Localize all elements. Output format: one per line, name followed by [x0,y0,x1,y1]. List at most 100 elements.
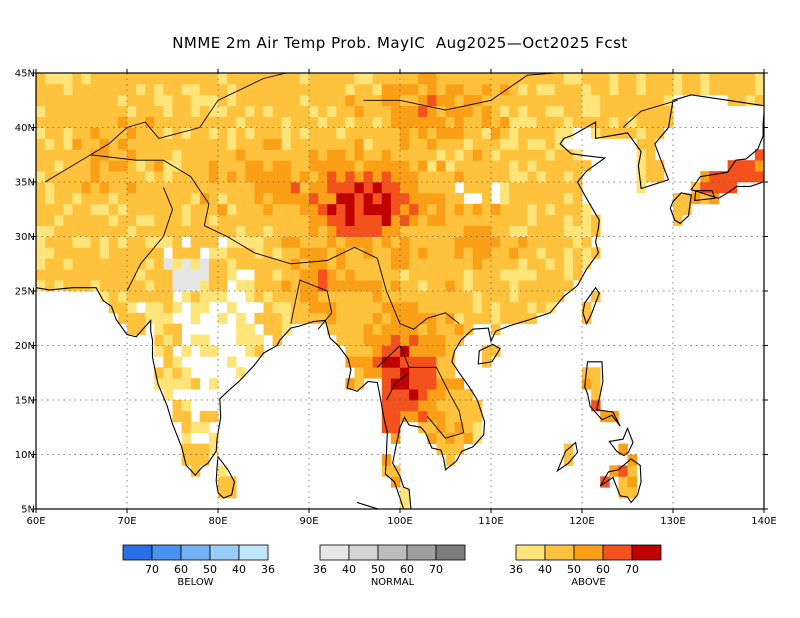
probability-cell [363,203,374,216]
probability-cell [254,269,264,281]
probability-cell [54,258,64,270]
probability-cell [572,269,583,281]
legend-swatch [122,544,153,561]
legend-number: 36 [313,563,327,576]
probability-cell [536,105,546,117]
probability-cell [127,116,137,128]
legend-swatch [544,544,575,561]
probability-cell [272,291,283,303]
probability-cell [281,182,292,194]
probability-cell [245,138,255,150]
probability-cell [381,116,392,128]
probability-cell [136,160,146,172]
probability-cell [381,367,392,379]
probability-cell [108,225,119,237]
probability-cell [172,334,182,346]
probability-cell [208,105,219,117]
probability-cell [427,73,437,85]
probability-cell [372,73,383,85]
probability-cell [600,94,610,107]
probability-cell [227,182,237,194]
probability-cell [463,280,474,292]
probability-cell [427,127,437,139]
probability-cell [299,127,310,139]
probability-cell [372,182,383,194]
probability-cell [99,269,110,281]
probability-cell [227,116,237,128]
probability-cell [199,410,210,423]
probability-cell [254,236,264,248]
probability-cell [418,312,428,325]
probability-cell [363,334,374,346]
probability-cell [63,192,73,205]
lat-tick-label: 25N [15,287,35,298]
probability-cell [81,73,91,85]
probability-cell [454,192,465,205]
probability-cell [236,171,246,183]
probability-cell [445,182,455,194]
probability-cell [199,127,210,139]
probability-cell [336,116,346,128]
lat-tick-label: 10N [15,450,35,461]
probability-cell [572,214,583,226]
probability-cell [136,83,146,96]
probability-cell [199,182,210,194]
probability-cell [327,138,337,150]
probability-cell [582,160,592,172]
probability-cell [45,225,55,237]
probability-cell [199,421,210,434]
probability-cell [554,225,565,237]
probability-cell [163,73,173,85]
probability-cell [436,378,446,390]
probability-cell [281,149,292,161]
probability-cell [309,182,319,194]
probability-cell [36,182,46,194]
probability-cell [299,171,310,183]
probability-cell [154,312,164,325]
probability-cell [254,334,264,346]
probability-cell [409,334,419,346]
probability-cell [181,127,192,139]
probability-cell [181,160,192,172]
probability-cell [454,214,465,226]
probability-cell [527,160,537,172]
probability-cell [354,83,364,96]
probability-cell [145,116,155,128]
probability-cell [199,73,210,85]
probability-cell [436,116,446,128]
probability-cell [54,203,64,216]
probability-cell [454,247,465,259]
probability-cell [636,149,647,161]
probability-cell [436,389,446,401]
probability-cell [609,116,619,128]
probability-cell [290,247,301,259]
probability-cell [390,182,401,194]
probability-cell [327,269,337,281]
probability-cell [545,73,556,85]
probability-cell [72,127,82,139]
probability-cell [172,105,182,117]
probability-cell [736,73,747,85]
probability-cell [99,225,110,237]
probability-cell [372,291,383,303]
probability-cell [181,410,192,423]
probability-cell [400,214,410,226]
probability-cell [45,138,55,150]
probability-cell [327,182,337,194]
probability-cell [445,312,455,325]
probability-cell [127,160,137,172]
probability-cell [309,83,319,96]
probability-cell [454,432,465,444]
probability-cell [463,214,474,226]
probability-cell [345,301,355,314]
probability-cell [427,269,437,281]
probability-cell [336,269,346,281]
probability-cell [218,476,228,488]
probability-cell [117,83,128,96]
probability-cell [81,94,91,107]
probability-cell [390,465,401,477]
probability-cell [673,192,683,205]
probability-cell [154,149,164,161]
probability-cell [163,389,173,401]
probability-cell [545,225,556,237]
